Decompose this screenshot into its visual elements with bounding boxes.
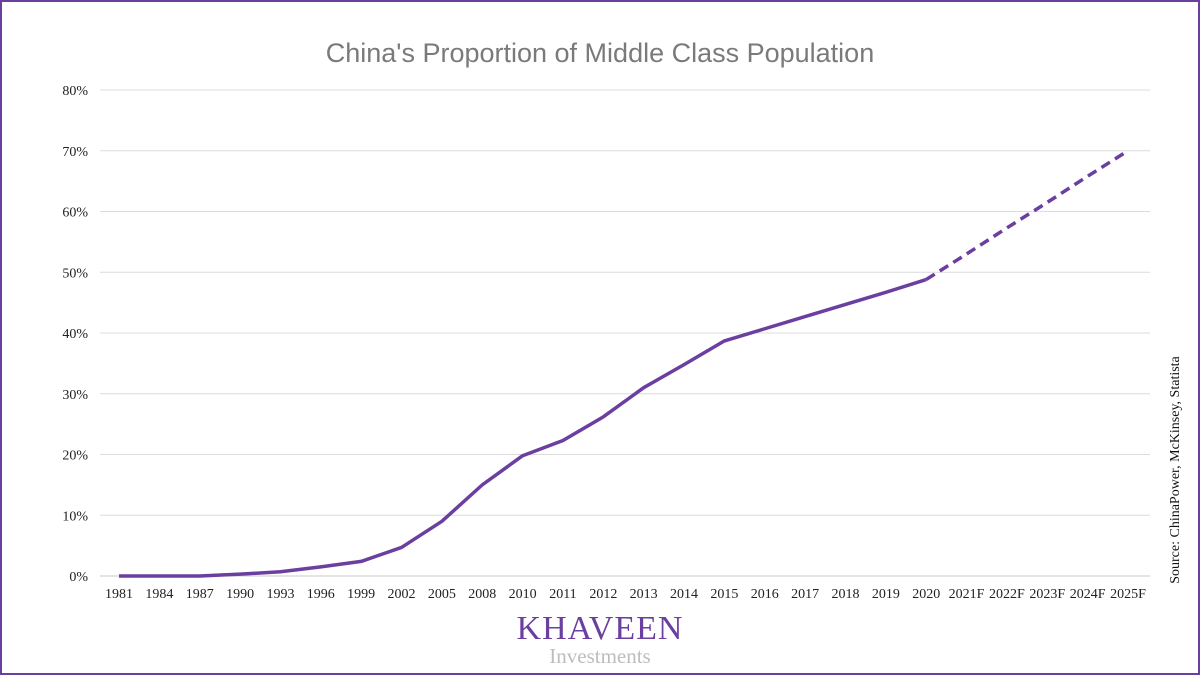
x-tick-label: 2021F xyxy=(949,587,985,602)
x-tick-label: 2023F xyxy=(1029,587,1065,602)
y-tick-label: 30% xyxy=(62,388,88,403)
x-tick-label: 1996 xyxy=(307,587,335,602)
x-tick-label: 2017 xyxy=(791,587,819,602)
x-tick-label: 1990 xyxy=(226,587,254,602)
y-tick-label: 60% xyxy=(62,206,88,221)
x-tick-label: 1993 xyxy=(266,587,294,602)
y-tick-label: 0% xyxy=(69,570,88,585)
x-tick-label: 2012 xyxy=(589,587,617,602)
x-tick-label: 2020 xyxy=(912,587,940,602)
logo-sub: Investments xyxy=(549,644,651,668)
x-tick-label: 2019 xyxy=(872,587,900,602)
x-tick-label: 2002 xyxy=(388,587,416,602)
x-tick-label: 2024F xyxy=(1070,587,1106,602)
chart-title: China's Proportion of Middle Class Popul… xyxy=(325,38,875,68)
y-tick-label: 80% xyxy=(62,84,88,99)
series-line-forecast xyxy=(925,149,1129,282)
x-tick-label: 2005 xyxy=(428,587,456,602)
khaveen-logo: KHAVEEN Investments xyxy=(0,610,1200,668)
x-tick-label: 2016 xyxy=(751,587,779,602)
logo-name: KHAVEEN xyxy=(516,610,684,647)
x-tick-label: 2008 xyxy=(468,587,496,602)
x-tick-label: 1981 xyxy=(105,587,133,602)
series-line-actual xyxy=(119,277,927,578)
y-tick-label: 50% xyxy=(62,266,88,281)
x-tick-label: 2022F xyxy=(989,587,1025,602)
y-tick-label: 70% xyxy=(62,145,88,160)
x-tick-label: 2025F xyxy=(1110,587,1146,602)
x-tick-label: 2014 xyxy=(670,587,698,602)
y-tick-label: 40% xyxy=(62,327,88,342)
x-tick-label: 2011 xyxy=(549,587,576,602)
x-tick-label: 2013 xyxy=(630,587,658,602)
x-tick-label: 2018 xyxy=(831,587,859,602)
y-tick-label: 10% xyxy=(62,509,88,524)
x-tick-label: 1984 xyxy=(145,587,173,602)
x-tick-label: 1987 xyxy=(186,587,214,602)
y-tick-label: 20% xyxy=(62,449,88,464)
x-tick-label: 1999 xyxy=(347,587,375,602)
x-tick-label: 2015 xyxy=(710,587,738,602)
source-text: Source: ChinaPower, McKinsey, Statista xyxy=(1168,356,1183,584)
x-tick-label: 2010 xyxy=(509,587,537,602)
